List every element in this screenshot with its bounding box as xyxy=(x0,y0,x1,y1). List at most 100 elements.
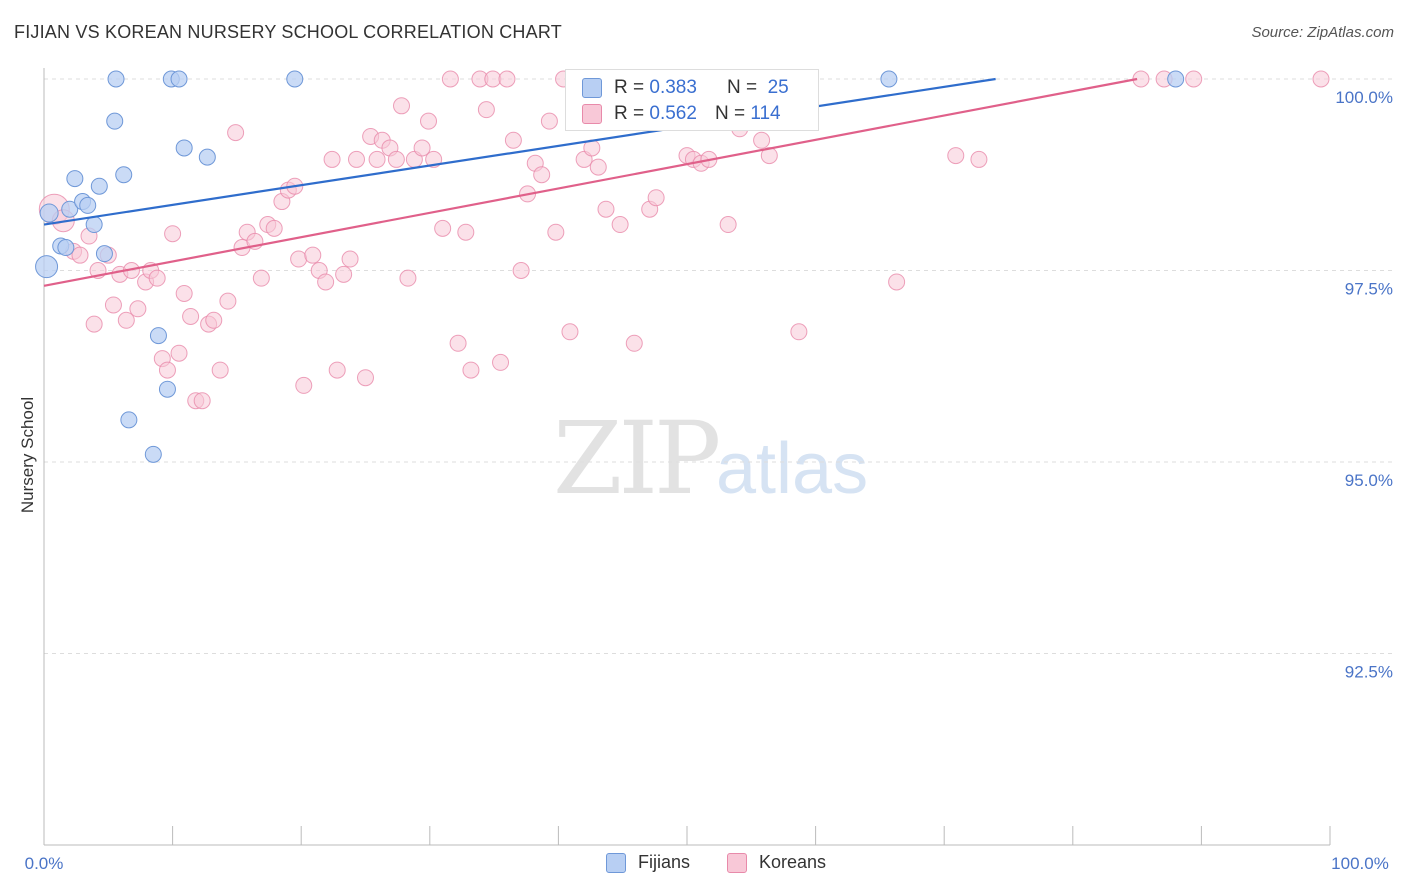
koreans-swatch xyxy=(582,104,602,124)
korean-point xyxy=(357,369,374,387)
korean-point xyxy=(347,150,365,168)
korean-point xyxy=(252,269,270,287)
korean-point xyxy=(647,189,665,207)
stats-legend: R = 0.383 N = 25 R = 0.562 N = 114 xyxy=(565,69,819,131)
bottom-legend: Fijians Koreans xyxy=(0,852,1406,878)
korean-point xyxy=(533,166,551,184)
korean-point xyxy=(512,262,530,279)
legend-item-koreans[interactable]: Koreans xyxy=(727,852,826,873)
korean-point xyxy=(719,216,737,234)
korean-point xyxy=(492,353,510,371)
r-label: R = xyxy=(614,77,645,98)
korean-point xyxy=(335,265,353,283)
fijian-point xyxy=(66,170,84,188)
korean-point xyxy=(182,307,200,325)
watermark-zip: ZIP xyxy=(553,400,721,517)
korean-point xyxy=(205,311,223,329)
korean-point xyxy=(589,158,607,176)
korean-point xyxy=(888,273,906,291)
koreans-legend-swatch xyxy=(727,852,747,873)
fijian-point xyxy=(85,216,103,234)
korean-point xyxy=(295,376,313,394)
korean-point xyxy=(547,223,565,241)
y-tick-label: 100.0% xyxy=(1335,88,1393,107)
korean-point xyxy=(219,292,237,310)
r-label: R = xyxy=(614,103,645,124)
korean-point xyxy=(290,250,308,268)
legend-item-fijians[interactable]: Fijians xyxy=(606,852,690,873)
korean-point xyxy=(393,97,411,115)
y-tick-label: 97.5% xyxy=(1345,280,1393,299)
trend-lines xyxy=(43,77,1138,287)
y-tick-label: 92.5% xyxy=(1345,663,1393,682)
fijian-point xyxy=(149,327,167,345)
fijian-point xyxy=(158,380,176,398)
korean-point xyxy=(304,246,322,264)
korean-point xyxy=(625,334,643,352)
tick-labels: 100.0% 97.5% 95.0% 92.5% 0.0% 100.0% xyxy=(25,88,1393,873)
fijian-point xyxy=(35,255,59,279)
x-tick-label-min: 0.0% xyxy=(25,854,64,873)
korean-point xyxy=(484,70,502,88)
korean-point xyxy=(265,219,283,237)
fijian-point xyxy=(95,245,113,263)
korean-point xyxy=(1185,70,1203,88)
stats-row-fijians: R = 0.383 N = 25 xyxy=(582,77,789,99)
korean-point xyxy=(341,250,359,268)
korean-point xyxy=(227,124,245,142)
x-tick-label-max: 100.0% xyxy=(1331,854,1389,873)
source-label: Source: ZipAtlas.com xyxy=(1251,24,1394,41)
korean-point xyxy=(434,219,452,237)
fijian-point xyxy=(57,239,75,257)
korean-point xyxy=(129,300,147,318)
korean-point xyxy=(328,361,346,379)
korean-point xyxy=(193,392,211,410)
korean-point xyxy=(387,150,405,168)
korean-point xyxy=(148,269,166,287)
n-label: N = xyxy=(726,77,758,98)
y-tick-label: 95.0% xyxy=(1345,471,1393,490)
korean-point xyxy=(164,225,182,243)
n-label: N = xyxy=(714,103,746,124)
fijian-point xyxy=(1167,70,1185,88)
korean-point xyxy=(477,101,495,119)
fijian-point xyxy=(79,196,97,214)
korean-point xyxy=(611,216,629,234)
fijian-point xyxy=(880,70,898,88)
korean-point xyxy=(323,150,341,168)
korean-point xyxy=(71,246,89,264)
fijian-point xyxy=(61,200,79,218)
korean-point xyxy=(1312,70,1330,88)
korean-point xyxy=(170,344,188,362)
korean-point xyxy=(597,200,615,218)
fijian-point xyxy=(115,166,133,184)
fijians-legend-swatch xyxy=(606,852,626,873)
korean-point xyxy=(158,361,176,379)
korean-point xyxy=(457,223,475,241)
fijian-point xyxy=(175,139,193,157)
legend-label-fijians: Fijians xyxy=(638,852,691,872)
korean-point xyxy=(85,315,103,333)
fijian-point xyxy=(90,177,108,195)
koreans-r-value: 0.562 xyxy=(649,103,697,124)
fijian-point xyxy=(144,445,162,463)
korean-point xyxy=(449,334,467,352)
fijian-point xyxy=(286,70,304,88)
korean-point xyxy=(753,131,771,149)
korean-point xyxy=(441,70,459,88)
chart-title: FIJIAN VS KOREAN NURSERY SCHOOL CORRELAT… xyxy=(14,22,562,42)
fijians-points xyxy=(35,70,1185,463)
korean-point xyxy=(970,150,988,168)
koreans-trend-line xyxy=(43,77,1138,287)
fijian-point xyxy=(198,148,216,166)
fijians-r-value: 0.383 xyxy=(649,77,697,98)
korean-point xyxy=(504,131,522,149)
korean-point xyxy=(420,112,438,130)
korean-point xyxy=(317,273,335,291)
korean-point xyxy=(117,311,135,329)
fijian-point xyxy=(120,411,138,429)
fijians-swatch xyxy=(582,78,602,98)
korean-point xyxy=(175,284,193,302)
fijian-point xyxy=(107,70,125,88)
